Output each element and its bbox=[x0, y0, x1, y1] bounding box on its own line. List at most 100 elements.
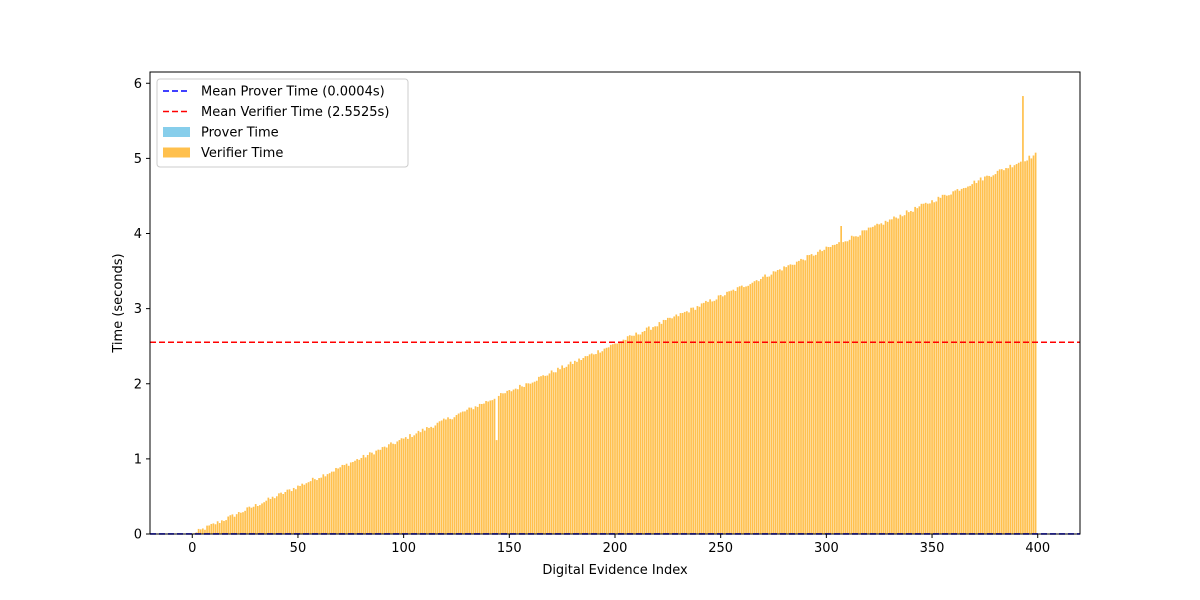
verifier-bar bbox=[221, 520, 223, 534]
verifier-bar bbox=[810, 254, 813, 534]
verifier-bar bbox=[504, 393, 506, 534]
verifier-bar bbox=[326, 474, 329, 534]
verifier-bar bbox=[1022, 96, 1024, 534]
verifier-bar bbox=[994, 174, 997, 534]
verifier-bar bbox=[747, 285, 749, 534]
verifier-bar bbox=[719, 294, 722, 534]
verifier-bar bbox=[525, 383, 528, 534]
verifier-bar bbox=[375, 450, 377, 534]
verifier-bar bbox=[880, 223, 883, 534]
verifier-bar bbox=[202, 528, 204, 534]
verifier-bar bbox=[941, 194, 944, 534]
verifier-bar bbox=[451, 419, 454, 534]
verifier-bar bbox=[506, 390, 509, 534]
verifier-bar bbox=[696, 306, 699, 534]
verifier-bar bbox=[411, 436, 413, 534]
verifier-bar bbox=[540, 376, 542, 534]
verifier-bar bbox=[601, 351, 604, 534]
verifier-bar bbox=[795, 261, 798, 534]
verifier-bar bbox=[907, 212, 910, 534]
verifier-bar bbox=[829, 246, 832, 534]
verifier-bar bbox=[301, 483, 304, 534]
verifier-bar bbox=[464, 411, 466, 534]
verifier-bar bbox=[952, 191, 955, 534]
verifier-bar bbox=[392, 443, 394, 534]
verifier-bar bbox=[893, 216, 895, 534]
verifier-bar bbox=[1017, 162, 1020, 534]
verifier-bar bbox=[371, 452, 373, 534]
verifier-bar bbox=[576, 361, 578, 534]
verifier-bar bbox=[1005, 168, 1007, 534]
verifier-bar bbox=[204, 529, 206, 534]
verifier-bar bbox=[628, 335, 631, 534]
verifier-bar bbox=[339, 467, 342, 534]
verifier-bar bbox=[962, 188, 965, 535]
verifier-bar bbox=[675, 314, 678, 534]
verifier-bar bbox=[814, 254, 817, 534]
y-tick-label: 4 bbox=[134, 227, 142, 242]
verifier-bar bbox=[320, 477, 323, 534]
verifier-bar bbox=[711, 301, 714, 534]
verifier-bar bbox=[426, 427, 428, 534]
y-tick-label: 1 bbox=[134, 452, 142, 467]
y-tick-label: 6 bbox=[134, 77, 142, 92]
verifier-bar bbox=[922, 203, 925, 535]
verifier-bar bbox=[409, 434, 411, 534]
verifier-bar bbox=[774, 271, 777, 534]
verifier-bar bbox=[584, 356, 587, 534]
verifier-bar bbox=[491, 400, 494, 534]
verifier-bar bbox=[434, 425, 437, 534]
verifier-bar bbox=[844, 241, 847, 534]
verifier-bar bbox=[288, 489, 291, 534]
verifier-bar bbox=[263, 502, 265, 534]
verifier-bar bbox=[639, 334, 642, 534]
verifier-bar bbox=[700, 303, 703, 534]
verifier-bar bbox=[413, 435, 416, 534]
verifier-bar bbox=[284, 492, 287, 534]
verifier-bar bbox=[929, 203, 931, 534]
verifier-bar bbox=[836, 243, 838, 535]
verifier-bar bbox=[766, 276, 769, 534]
verifier-bar bbox=[641, 331, 644, 534]
verifier-bar bbox=[1028, 155, 1031, 534]
verifier-bar bbox=[430, 426, 432, 534]
bars-layer bbox=[191, 96, 1037, 535]
verifier-bar bbox=[728, 291, 730, 534]
verifier-bar bbox=[440, 420, 443, 534]
verifier-bar bbox=[897, 218, 900, 535]
verifier-bar bbox=[1013, 165, 1016, 534]
verifier-bar bbox=[538, 376, 540, 534]
verifier-bar bbox=[825, 246, 828, 534]
verifier-bar bbox=[743, 287, 745, 534]
verifier-bar bbox=[859, 235, 862, 534]
verifier-bar bbox=[354, 460, 356, 534]
verifier-bar bbox=[218, 523, 221, 534]
verifier-bar bbox=[290, 491, 293, 534]
verifier-bar bbox=[939, 197, 942, 534]
verifier-bar bbox=[527, 383, 530, 534]
verifier-bar bbox=[876, 223, 878, 534]
verifier-bar bbox=[521, 386, 523, 534]
verifier-bar bbox=[973, 180, 976, 534]
verifier-bar bbox=[438, 421, 441, 534]
verifier-bar bbox=[895, 217, 897, 535]
verifier-bar bbox=[248, 506, 251, 534]
verifier-bar bbox=[235, 514, 238, 534]
verifier-bar bbox=[299, 485, 301, 534]
verifier-bar bbox=[770, 274, 773, 534]
verifier-bar bbox=[349, 462, 352, 534]
verifier-bar bbox=[779, 269, 781, 534]
verifier-bar bbox=[865, 230, 868, 534]
verifier-bar bbox=[631, 335, 633, 534]
verifier-bar bbox=[948, 195, 950, 534]
verifier-bar bbox=[878, 224, 881, 534]
verifier-bar bbox=[673, 316, 676, 534]
verifier-bar bbox=[840, 226, 842, 534]
verifier-bar bbox=[567, 364, 570, 534]
verifier-bar bbox=[635, 332, 637, 534]
verifier-bar bbox=[984, 176, 986, 534]
verifier-bar bbox=[208, 525, 211, 534]
verifier-bar bbox=[256, 506, 259, 534]
verifier-bar bbox=[402, 438, 405, 534]
